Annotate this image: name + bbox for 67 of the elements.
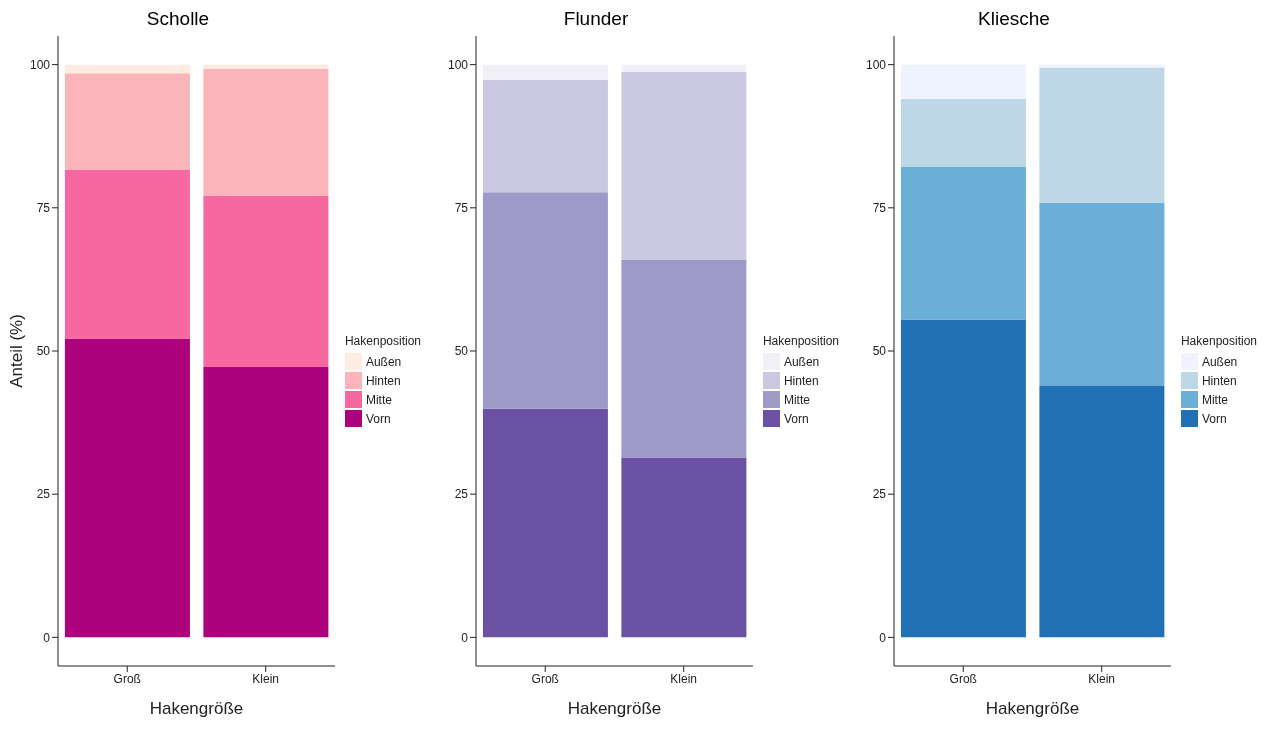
legend-label: Hinten <box>1201 373 1237 388</box>
bar <box>900 99 1026 167</box>
legend-label: Hinten <box>783 373 819 388</box>
y-tick-label: 75 <box>872 201 887 216</box>
legend-label: Außen <box>365 354 402 369</box>
y-axis-title: Anteil (%) <box>7 314 27 388</box>
x-tick-label: Groß <box>113 671 141 686</box>
legend-title: Hakenposition <box>1180 334 1257 348</box>
bar <box>900 166 1026 320</box>
bar <box>621 64 747 73</box>
x-tick-label: Klein <box>1088 671 1116 686</box>
bar <box>482 192 608 409</box>
bar <box>1039 202 1165 386</box>
y-tick-label: 50 <box>454 344 469 359</box>
legend-label: Vorn <box>365 411 391 426</box>
legend-title: Hakenposition <box>344 334 421 348</box>
y-tick-label: 100 <box>29 57 51 72</box>
y-tick-label: 50 <box>872 344 887 359</box>
bar <box>64 338 190 638</box>
x-tick-label: Groß <box>531 671 559 686</box>
bar <box>203 195 329 368</box>
bar <box>482 408 608 638</box>
legend-label: Vorn <box>783 411 809 426</box>
bar <box>482 80 608 193</box>
bar <box>203 367 329 638</box>
y-tick-label: 75 <box>454 201 469 216</box>
legend-label: Außen <box>1201 354 1238 369</box>
y-tick-label: 100 <box>865 57 887 72</box>
legend-title: Hakenposition <box>762 334 839 348</box>
legend-label: Vorn <box>1201 411 1227 426</box>
y-tick-label: 25 <box>454 487 469 502</box>
bar <box>64 64 190 74</box>
legend-label: Außen <box>783 354 820 369</box>
legend-label: Mitte <box>783 392 810 407</box>
bar <box>203 64 329 69</box>
bar <box>1039 385 1165 638</box>
legend-label: Hinten <box>365 373 401 388</box>
y-tick-label: 0 <box>461 630 469 645</box>
x-tick-label: Klein <box>252 671 280 686</box>
x-axis-title: Hakengröße <box>985 699 1080 718</box>
legend-label: Mitte <box>1201 392 1228 407</box>
y-tick-label: 75 <box>36 201 51 216</box>
bar <box>1039 64 1165 68</box>
y-tick-label: 0 <box>43 630 51 645</box>
x-tick-label: Klein <box>670 671 698 686</box>
chart-title: Kliesche <box>977 8 1051 31</box>
bar <box>621 259 747 458</box>
bar <box>900 319 1026 638</box>
y-tick-label: 100 <box>447 57 469 72</box>
bar <box>621 72 747 260</box>
y-tick-label: 25 <box>36 487 51 502</box>
bar <box>64 169 190 339</box>
bar <box>64 73 190 170</box>
chart-title: Flunder <box>562 8 630 31</box>
bar <box>1039 67 1165 203</box>
x-axis-title: Hakengröße <box>149 699 244 718</box>
x-tick-label: Groß <box>949 671 977 686</box>
legend-label: Mitte <box>365 392 392 407</box>
bar <box>203 68 329 196</box>
chart-title: Scholle <box>145 8 211 31</box>
y-tick-label: 50 <box>36 344 51 359</box>
bar <box>621 457 747 638</box>
bar <box>482 64 608 81</box>
bar <box>900 64 1026 99</box>
y-tick-label: 25 <box>872 487 887 502</box>
y-tick-label: 0 <box>879 630 887 645</box>
x-axis-title: Hakengröße <box>567 699 662 718</box>
